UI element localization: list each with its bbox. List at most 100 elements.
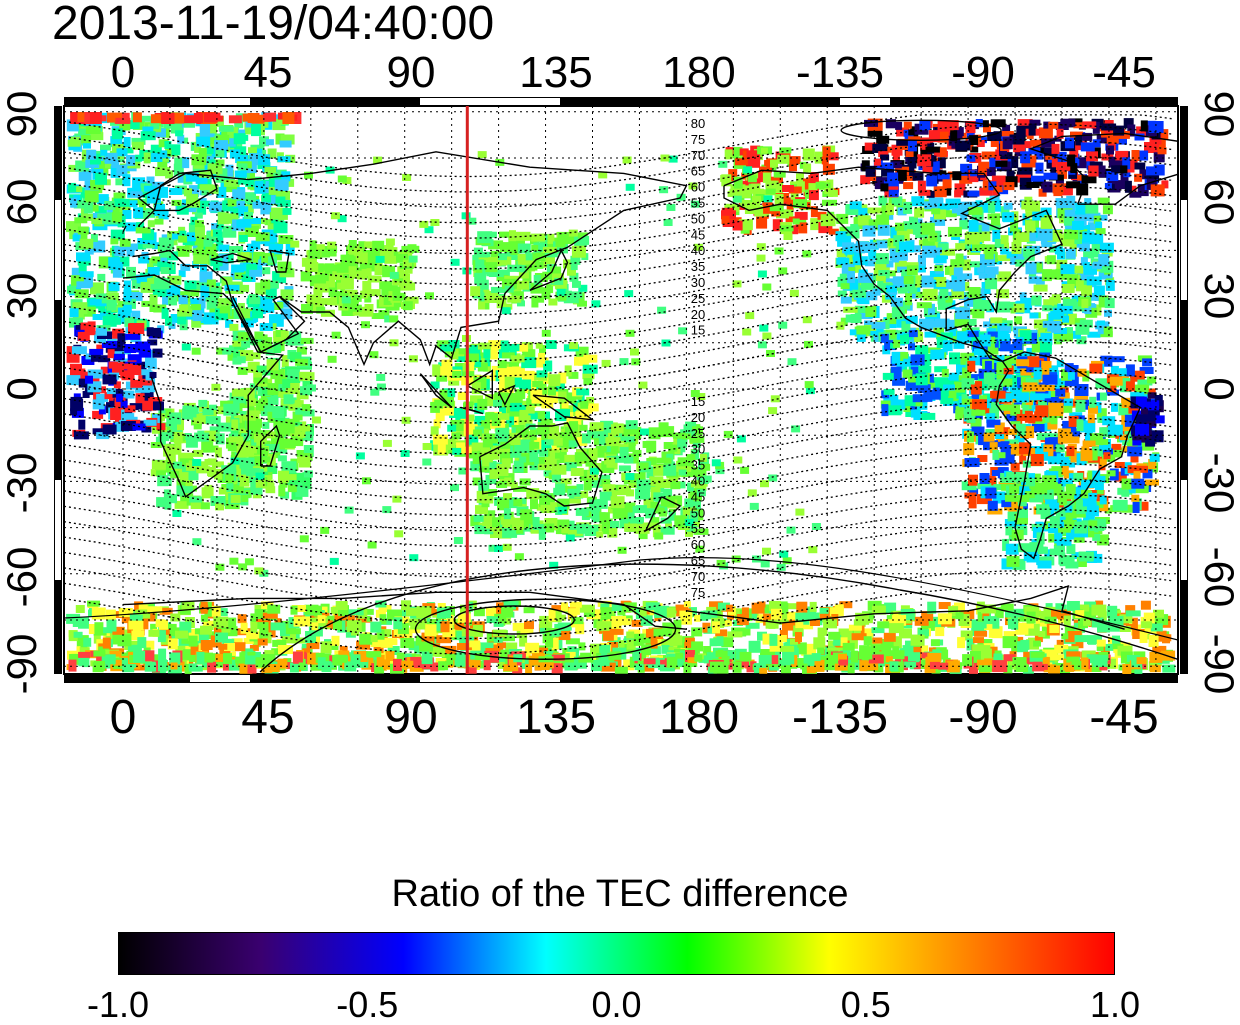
tec-cell xyxy=(1064,229,1078,240)
tec-cell xyxy=(247,446,257,454)
tec-cell xyxy=(237,303,245,315)
tec-cell xyxy=(1091,663,1102,672)
tec-cell xyxy=(1099,458,1107,467)
tec-cell xyxy=(660,526,675,535)
tec-cell xyxy=(686,525,698,532)
tec-cell xyxy=(876,214,890,226)
axis-bar-segment xyxy=(190,675,250,682)
tec-cell xyxy=(867,130,883,137)
tec-cell xyxy=(1088,222,1097,231)
tec-cell xyxy=(100,149,108,156)
tec-cell xyxy=(217,212,229,225)
tec-cell xyxy=(378,605,392,612)
tec-cell xyxy=(510,482,518,490)
tec-cell xyxy=(673,495,683,507)
tec-cell xyxy=(822,199,837,206)
tec-cell xyxy=(851,633,867,641)
tec-cell xyxy=(1142,358,1153,367)
tec-cell xyxy=(997,378,1013,387)
tec-cell xyxy=(903,121,912,129)
tec-cell xyxy=(721,207,734,216)
tec-cell xyxy=(187,232,196,242)
tec-cell xyxy=(110,238,119,245)
tec-cell xyxy=(1009,384,1018,392)
tec-cell xyxy=(555,629,571,641)
tec-cell xyxy=(946,280,959,290)
tec-cell xyxy=(372,240,385,250)
tec-cell xyxy=(252,308,263,319)
tec-cell xyxy=(549,425,557,432)
tec-cell xyxy=(792,218,800,225)
tec-cell xyxy=(968,497,977,509)
tec-cell xyxy=(429,637,440,644)
tec-cell xyxy=(519,379,532,390)
tec-cell xyxy=(650,517,660,527)
tec-cell xyxy=(978,164,987,175)
tec-cell xyxy=(1080,420,1096,433)
tec-cell xyxy=(239,426,248,434)
tec-cell xyxy=(273,384,286,392)
tec-cell xyxy=(911,196,925,207)
tec-cell xyxy=(474,525,486,535)
tec-cell xyxy=(1047,320,1062,333)
tec-cell xyxy=(933,255,947,264)
tec-cell xyxy=(241,495,249,502)
tec-cell xyxy=(83,306,96,317)
tec-cell xyxy=(113,192,126,199)
tec-cell xyxy=(127,644,142,653)
tec-cell xyxy=(689,435,705,443)
tec-cell xyxy=(905,151,914,157)
tec-cell xyxy=(1043,121,1051,129)
axis-bar-segment xyxy=(1181,480,1187,580)
tec-cell xyxy=(953,267,963,277)
tec-cell xyxy=(674,515,686,528)
tec-cell xyxy=(1110,365,1119,377)
tec-cell xyxy=(277,388,290,397)
tec-cell xyxy=(245,418,261,430)
tec-cell xyxy=(1042,181,1053,193)
tec-cell xyxy=(630,517,644,525)
tec-cell xyxy=(236,219,252,228)
tec-cell xyxy=(499,649,514,660)
tec-cell xyxy=(1009,134,1025,145)
tec-cell xyxy=(769,640,783,652)
tec-cell xyxy=(69,308,79,318)
tec-cell xyxy=(218,125,234,132)
tec-cell xyxy=(304,604,319,615)
tec-cell xyxy=(193,113,203,123)
tec-cell xyxy=(264,302,275,313)
tec-cell xyxy=(129,200,138,208)
tec-cell xyxy=(289,377,301,384)
tec-cell xyxy=(1019,292,1027,299)
tec-cell xyxy=(114,198,130,207)
tec-cell xyxy=(477,231,493,244)
tec-cell xyxy=(1033,367,1042,380)
tec-cell xyxy=(774,193,784,205)
tec-cell xyxy=(593,449,609,458)
tec-cell xyxy=(976,494,992,505)
tec-cell xyxy=(207,631,221,640)
tec-cell xyxy=(1061,479,1073,487)
tec-cell xyxy=(177,172,189,183)
tec-cell xyxy=(1061,465,1069,475)
tec-cell xyxy=(1148,121,1164,133)
tec-cell xyxy=(392,292,406,301)
tec-cell xyxy=(1072,221,1084,230)
tec-cell xyxy=(213,472,222,480)
tec-cell xyxy=(598,438,610,445)
tec-cell xyxy=(918,163,927,171)
tec-cell xyxy=(227,127,239,139)
tec-cell xyxy=(1147,392,1157,399)
tec-cell xyxy=(1028,275,1038,284)
tec-cell xyxy=(197,430,205,442)
tec-cell xyxy=(1060,312,1074,319)
tec-cell xyxy=(1043,606,1056,616)
tec-cell xyxy=(885,203,894,215)
tec-cell xyxy=(76,252,90,262)
tec-cell xyxy=(1002,538,1010,551)
tec-cell xyxy=(943,384,955,391)
tec-cell xyxy=(1022,382,1038,392)
tec-cell xyxy=(974,222,990,232)
tec-cell xyxy=(955,253,964,265)
tec-cell xyxy=(820,214,836,227)
